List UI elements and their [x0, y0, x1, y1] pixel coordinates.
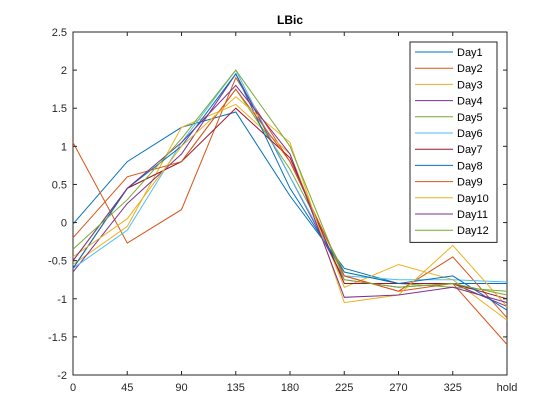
- legend-label: Day9: [457, 177, 483, 189]
- y-tick-label: 2: [61, 65, 67, 77]
- x-tick-label: 45: [121, 382, 133, 394]
- y-tick-label: 0.5: [52, 179, 67, 191]
- legend-label: Day10: [457, 193, 489, 205]
- x-tick-label: hold: [497, 382, 518, 394]
- legend-label: Day4: [457, 96, 483, 108]
- y-tick-label: 0: [61, 218, 67, 230]
- y-tick-label: -2: [57, 370, 67, 382]
- y-tick-label: 1: [61, 141, 67, 153]
- chart-title: LBic: [277, 13, 303, 27]
- legend-label: Day8: [457, 160, 483, 172]
- x-tick-label: 0: [70, 382, 76, 394]
- y-tick-label: -0.5: [48, 256, 67, 268]
- x-tick-label: 325: [444, 382, 462, 394]
- x-tick-label: 135: [227, 382, 245, 394]
- y-tick-label: -1: [57, 294, 67, 306]
- y-tick-label: 2.5: [52, 27, 67, 39]
- legend-label: Day3: [457, 79, 483, 91]
- y-tick-label: 1.5: [52, 103, 67, 115]
- legend-label: Day1: [457, 47, 483, 59]
- y-tick-label: -1.5: [48, 332, 67, 344]
- x-tick-label: 180: [281, 382, 299, 394]
- legend-label: Day2: [457, 63, 483, 75]
- legend-label: Day7: [457, 144, 483, 156]
- x-tick-label: 270: [389, 382, 407, 394]
- legend-label: Day11: [457, 209, 488, 221]
- legend-label: Day5: [457, 112, 483, 124]
- legend-label: Day6: [457, 128, 483, 140]
- x-tick-label: 90: [175, 382, 187, 394]
- legend: Day1 Day2 Day3 Day4 Day5 Day6 Day7 Day8 Day9 Day1…: [410, 42, 497, 242]
- legend-label: Day12: [457, 225, 489, 237]
- x-tick-label: 225: [335, 382, 353, 394]
